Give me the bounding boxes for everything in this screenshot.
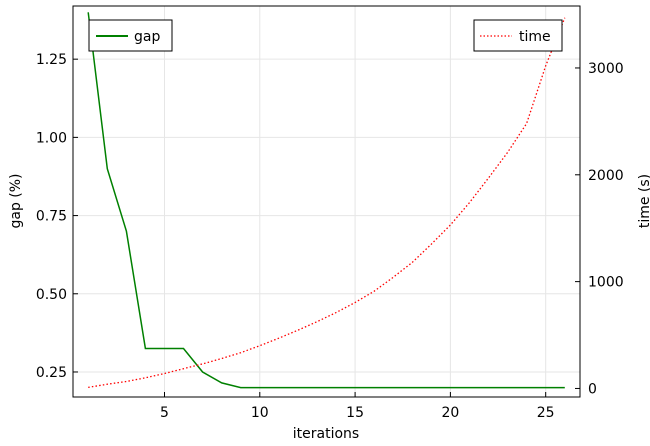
y-left-tick-label: 1.25 <box>36 52 67 68</box>
series <box>87 12 566 389</box>
grid <box>73 6 580 397</box>
y-left-tick-label: 0.75 <box>36 209 67 225</box>
y-left-tick-label: 1.00 <box>36 130 67 146</box>
legend-gap-label: gap <box>134 29 160 45</box>
y-right-tick-label: 1000 <box>588 275 624 291</box>
y-left-tick-label: 0.50 <box>36 287 67 303</box>
legend-time: time <box>473 19 563 52</box>
y-right-tick-label: 2000 <box>588 168 624 184</box>
series-gap-line <box>87 12 565 389</box>
y-axis-title-left: gap (%) <box>8 173 24 228</box>
y-right-tick-label: 0 <box>588 381 597 397</box>
series-time-line <box>88 17 566 389</box>
y-left-tick-label: 0.25 <box>36 365 67 381</box>
x-tick-label: 10 <box>251 405 269 421</box>
x-tick-label: 15 <box>346 405 364 421</box>
x-tick-label: 25 <box>537 405 555 421</box>
plot-frame <box>72 5 581 398</box>
x-axis-title: iterations <box>293 426 359 442</box>
legend-time-box <box>473 19 563 52</box>
y-axis-title-right: time (s) <box>637 174 650 228</box>
x-tick-label: 20 <box>441 405 459 421</box>
ticks: 5 10 15 20 25 0.25 0.50 0.75 1.00 1.25 0 1000 2000 30… <box>36 52 624 421</box>
legend-gap: gap <box>88 19 173 52</box>
y-right-tick-label: 3000 <box>588 61 624 77</box>
x-tick-label: 5 <box>160 405 169 421</box>
legend-time-label: time <box>519 29 551 45</box>
